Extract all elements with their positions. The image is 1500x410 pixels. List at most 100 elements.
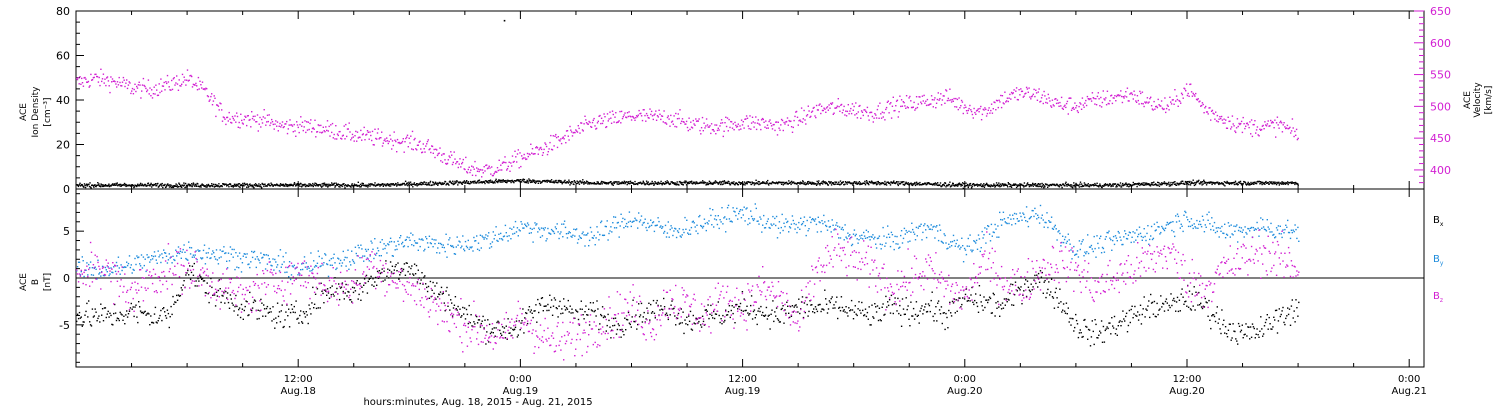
- velocity-point: [737, 123, 739, 125]
- density-point: [427, 184, 429, 186]
- velocity-point: [995, 109, 997, 111]
- density-point: [1132, 181, 1134, 184]
- velocity-point: [952, 100, 954, 102]
- density-point: [1280, 182, 1282, 184]
- density-point: [326, 185, 328, 187]
- bx-point: [860, 312, 862, 314]
- density-point: [1099, 183, 1101, 185]
- velocity-point: [718, 129, 720, 131]
- density-point: [744, 184, 746, 186]
- density-point: [799, 181, 802, 183]
- density-point: [104, 185, 106, 187]
- density-point: [101, 184, 103, 186]
- bx-point: [164, 311, 166, 313]
- velocity-tick-label: 600: [1430, 37, 1451, 50]
- bx-point: [461, 315, 463, 317]
- density-point: [914, 184, 917, 187]
- bx-point: [754, 317, 756, 319]
- velocity-point: [105, 84, 107, 87]
- density-point: [1161, 183, 1163, 186]
- density-point: [1095, 184, 1098, 187]
- velocity-point: [1266, 123, 1269, 125]
- density-point: [466, 180, 468, 182]
- bx-point: [731, 305, 733, 307]
- velocity-point: [201, 81, 204, 83]
- bx-point: [1094, 319, 1096, 321]
- velocity-point: [1180, 92, 1183, 94]
- bx-point: [568, 311, 570, 313]
- density-point: [883, 182, 885, 184]
- bx-point: [430, 295, 432, 298]
- velocity-point: [1145, 101, 1148, 103]
- velocity-point: [736, 125, 739, 128]
- velocity-point: [171, 79, 173, 82]
- velocity-point: [272, 123, 274, 126]
- bx-point: [331, 285, 333, 287]
- velocity-point: [236, 115, 239, 118]
- velocity-point: [690, 126, 693, 128]
- velocity-point: [1188, 95, 1190, 97]
- density-point: [555, 179, 557, 182]
- velocity-point: [1231, 115, 1234, 117]
- density-point: [133, 186, 136, 188]
- bx-point: [471, 325, 473, 327]
- density-point: [472, 180, 474, 183]
- density-point: [1145, 184, 1147, 186]
- density-point: [312, 185, 314, 188]
- bx-point: [322, 292, 324, 295]
- bx-point: [840, 296, 843, 298]
- bx-point: [632, 299, 634, 301]
- bx-point: [565, 307, 568, 309]
- velocity-point: [314, 119, 316, 121]
- velocity-point: [1126, 87, 1129, 89]
- velocity-point: [1239, 123, 1241, 126]
- bx-point: [253, 299, 256, 301]
- velocity-point: [585, 122, 588, 124]
- velocity-point: [710, 123, 713, 125]
- velocity-point: [627, 115, 629, 118]
- density-point: [1270, 181, 1273, 183]
- density-point: [124, 184, 126, 187]
- velocity-point: [169, 89, 171, 91]
- velocity-point: [575, 130, 578, 132]
- velocity-point: [116, 81, 119, 83]
- bx-point: [1043, 281, 1045, 283]
- density-point: [266, 185, 268, 187]
- velocity-point: [970, 109, 972, 111]
- bx-point: [1088, 329, 1091, 331]
- velocity-point: [1224, 122, 1226, 124]
- density-point: [332, 183, 334, 185]
- velocity-point: [291, 125, 294, 127]
- velocity-point: [224, 118, 226, 120]
- velocity-point: [438, 152, 440, 154]
- velocity-point: [775, 121, 778, 123]
- density-point: [1074, 184, 1077, 186]
- bx-point: [1035, 282, 1037, 285]
- density-point: [715, 181, 718, 183]
- velocity-point: [659, 113, 661, 115]
- density-point: [675, 184, 678, 186]
- density-point: [1067, 183, 1069, 185]
- bx-point: [559, 300, 561, 303]
- velocity-point: [91, 79, 94, 81]
- bx-point: [735, 303, 737, 306]
- velocity-point: [150, 95, 152, 97]
- density-point: [361, 182, 363, 184]
- velocity-point: [1065, 102, 1068, 105]
- velocity-point: [312, 127, 314, 129]
- bx-point: [501, 334, 503, 336]
- density-point: [616, 183, 618, 185]
- density-point: [293, 183, 295, 185]
- velocity-point: [309, 122, 311, 125]
- velocity-point: [405, 137, 407, 140]
- bx-point: [239, 316, 242, 319]
- bx-point: [456, 309, 458, 311]
- velocity-point: [1265, 124, 1267, 126]
- velocity-point: [707, 126, 709, 128]
- density-point: [996, 184, 998, 186]
- velocity-point: [874, 113, 876, 115]
- velocity-point: [663, 110, 665, 112]
- bx-point: [1158, 309, 1160, 311]
- bx-point: [1097, 337, 1099, 339]
- density-point: [903, 181, 905, 183]
